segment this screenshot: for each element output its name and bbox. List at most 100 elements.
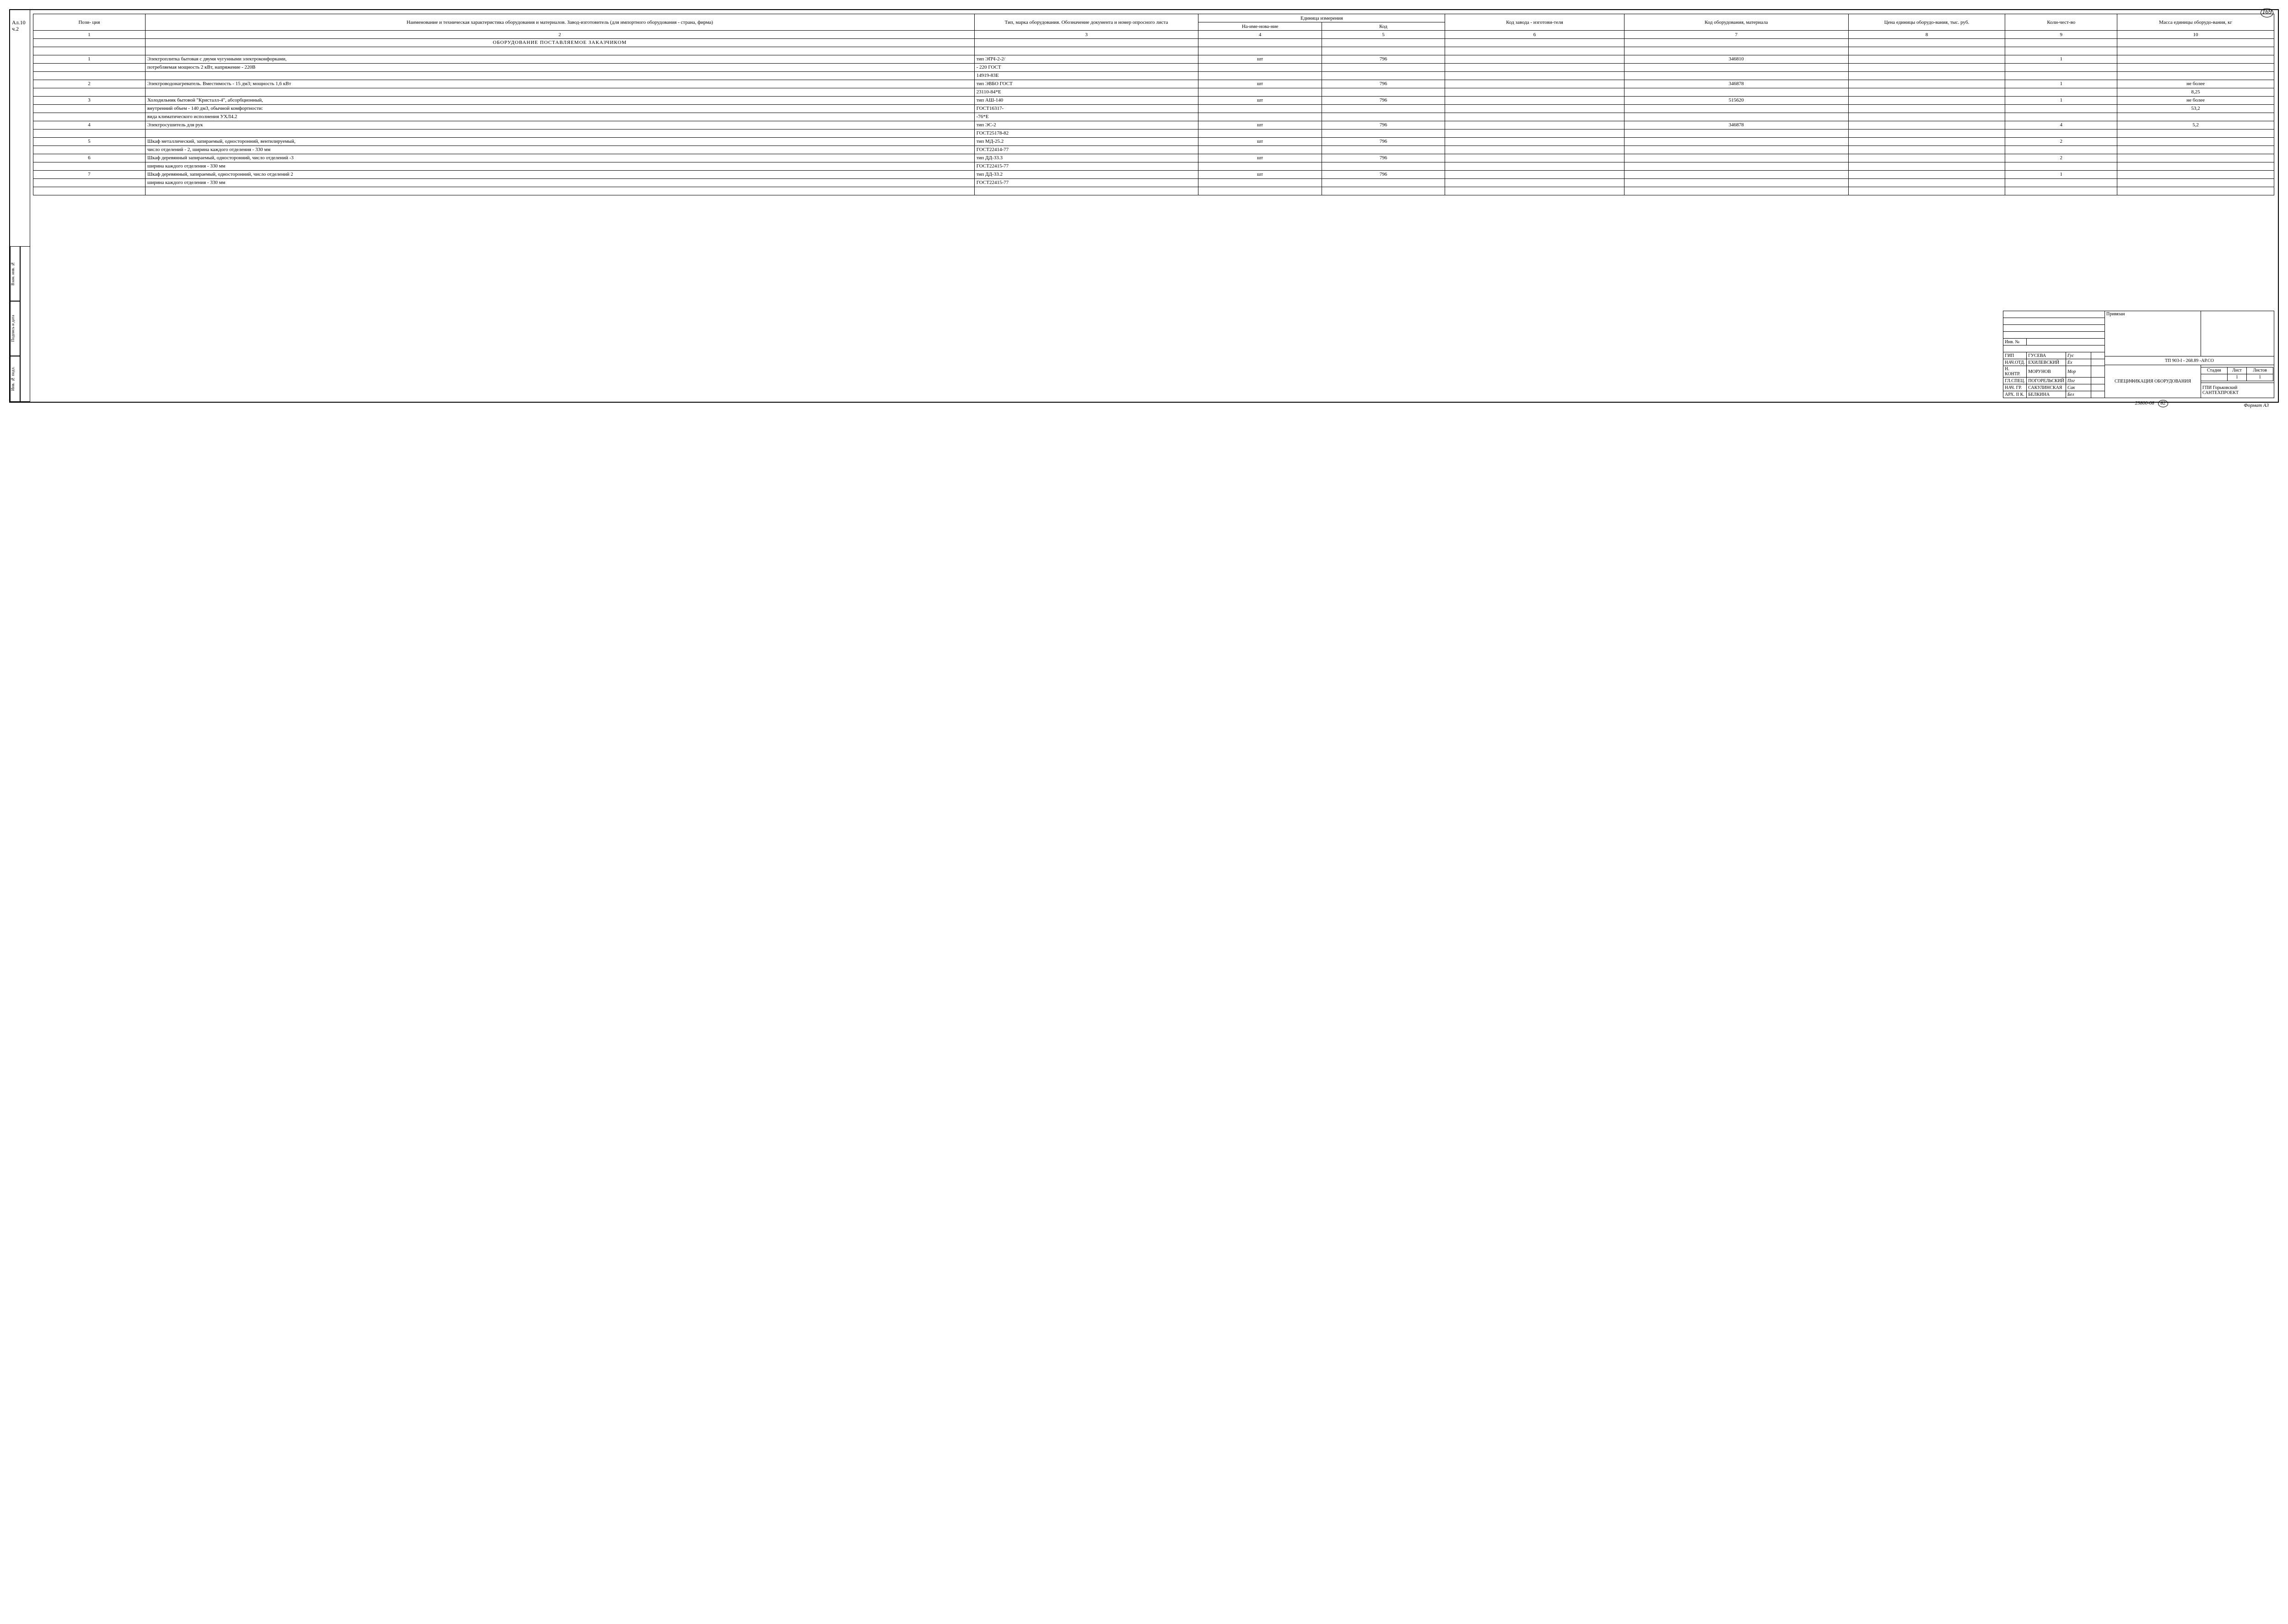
cell-c4: [1198, 146, 1322, 154]
role-sign: Гус: [2066, 352, 2091, 359]
cell-c1: 1: [33, 55, 146, 64]
table-row: 14919-83Е: [33, 72, 2274, 80]
role-row: НАЧ.ОТД.ЕХИЛЕВСКИЙЕх: [2003, 359, 2105, 366]
role-sign: Пог: [2066, 378, 2091, 384]
cell-c1: [33, 105, 146, 113]
cell-c2: число отделений - 2, ширина каждого отде…: [145, 146, 974, 154]
cell-c6: [1445, 171, 1624, 179]
side-inv: Инв. № подл.: [10, 356, 20, 402]
cell-c2: Электроводонагреватель. Вместимость - 15…: [145, 80, 974, 88]
cell-c9: [2005, 72, 2117, 80]
table-row: ширина каждого отделения - 330 ммГОСТ224…: [33, 162, 2274, 171]
title-block: Инв. № ГИПГУСЕВАГусНАЧ.ОТД.ЕХИЛЕВСКИЙЕхН…: [2003, 311, 2274, 398]
cell-c1: 2: [33, 80, 146, 88]
cell-c7: [1624, 64, 1848, 72]
cell-c4: шт: [1198, 55, 1322, 64]
role-row: ГЛ.СПЕЦ.ПОГОРЕЛЬСКИЙПог: [2003, 378, 2105, 384]
cell-c6: [1445, 138, 1624, 146]
side-vzam: Взам. инв. №: [10, 246, 20, 301]
cell-c8: [1848, 162, 2005, 171]
role-name: МОРУНОВ: [2027, 366, 2066, 378]
role-name: БЕЛКИНА: [2027, 391, 2066, 398]
cell-c5: 796: [1322, 171, 1445, 179]
cell-c3: ГОСТ22415-77: [974, 162, 1198, 171]
cell-c2: ширина каждого отделения - 330 мм: [145, 179, 974, 187]
hn4: 4: [1198, 31, 1322, 39]
blank-row: [33, 47, 2274, 55]
cell-c3: тип АШ-140: [974, 97, 1198, 105]
cell-c7: [1624, 162, 1848, 171]
table-row: вида климатического исполнения УХЛ4.2-76…: [33, 113, 2274, 121]
cell-c3: тип ЭВБО ГОСТ: [974, 80, 1198, 88]
cell-c4: шт: [1198, 80, 1322, 88]
cell-c1: [33, 162, 146, 171]
hn2: 2: [145, 31, 974, 39]
cell-c6: [1445, 146, 1624, 154]
sheet-frame: 169 Ал.10 ч.2 Взам. инв. № Подпись и дат…: [9, 9, 2279, 403]
cell-c5: [1322, 113, 1445, 121]
cell-c8: [1848, 187, 2005, 195]
cell-c8: [1848, 55, 2005, 64]
footer-num-text: 23800-08: [2135, 400, 2154, 406]
cell-c8: [1848, 138, 2005, 146]
cell-c9: 1: [2005, 97, 2117, 105]
cell-c6: [1445, 121, 1624, 129]
cell-c10: не более: [2117, 97, 2274, 105]
hn7: 7: [1624, 31, 1848, 39]
table-row: 3Холодильник бытовой "Кристалл-4", абсор…: [33, 97, 2274, 105]
role-row: НАЧ. ГР.САКУЛИНСКАЯСак: [2003, 384, 2105, 391]
table-row: 4Электросушитель для руктип ЭС-2шт796346…: [33, 121, 2274, 129]
cell-c8: [1848, 80, 2005, 88]
cell-c1: 7: [33, 171, 146, 179]
role-name: САКУЛИНСКАЯ: [2027, 384, 2066, 391]
cell-c5: 796: [1322, 80, 1445, 88]
cell-c2: внутренний объем - 140 дм3, обычной комф…: [145, 105, 974, 113]
cell-c9: 2: [2005, 138, 2117, 146]
cell-c2: [145, 129, 974, 138]
cell-c7: [1624, 129, 1848, 138]
cell-c3: ГОСТ22415-77: [974, 179, 1198, 187]
table-row: внутренний объем - 140 дм3, обычной комф…: [33, 105, 2274, 113]
org: ГПИ Горьковский САНТЕХПРОЕКТ: [2201, 383, 2274, 398]
cell-c3: ГОСТ25178-82: [974, 129, 1198, 138]
cell-c2: [145, 72, 974, 80]
cell-c4: шт: [1198, 97, 1322, 105]
cell-c4: шт: [1198, 121, 1322, 129]
table-row: 7Шкаф деревянный, запираемый, односторон…: [33, 171, 2274, 179]
cell-c5: 796: [1322, 121, 1445, 129]
cell-c4: [1198, 113, 1322, 121]
cell-c6: [1445, 72, 1624, 80]
cell-c7: [1624, 113, 1848, 121]
cell-c5: 796: [1322, 154, 1445, 162]
project-code: ТП 903-I - 268.89 -АР.СО: [2105, 356, 2274, 365]
cell-c5: [1322, 162, 1445, 171]
cell-c1: 6: [33, 154, 146, 162]
cell-c4: шт: [1198, 138, 1322, 146]
cell-c10: [2117, 154, 2274, 162]
cell-c8: [1848, 129, 2005, 138]
cell-c1: 5: [33, 138, 146, 146]
role-date: [2091, 366, 2105, 378]
cell-c5: [1322, 64, 1445, 72]
cell-c6: [1445, 80, 1624, 88]
role-label: ГЛ.СПЕЦ.: [2003, 378, 2027, 384]
cell-c3: ГОСТ22414-77: [974, 146, 1198, 154]
cell-c7: [1624, 154, 1848, 162]
role-label: НАЧ. ГР.: [2003, 384, 2027, 391]
cell-c6: [1445, 88, 1624, 97]
tb-left: Инв. № ГИПГУСЕВАГусНАЧ.ОТД.ЕХИЛЕВСКИЙЕхН…: [2003, 311, 2105, 398]
cell-c6: [1445, 64, 1624, 72]
cell-c6: [1445, 97, 1624, 105]
cell-c9: 1: [2005, 55, 2117, 64]
role-label: АРХ. II К.: [2003, 391, 2027, 398]
table-row: 2Электроводонагреватель. Вместимость - 1…: [33, 80, 2274, 88]
cell-c10: [2117, 179, 2274, 187]
cell-c1: [33, 129, 146, 138]
tb-right: Привязан ТП 903-I - 268.89 -АР.СО СПЕЦИФ…: [2105, 311, 2274, 398]
cell-c1: 4: [33, 121, 146, 129]
h-col8: Цена единицы оборудо-вания, тыс. руб.: [1848, 14, 2005, 31]
table-row: ширина каждого отделения - 330 ммГОСТ224…: [33, 179, 2274, 187]
cell-c8: [1848, 179, 2005, 187]
sheet-v: 1: [2227, 374, 2247, 381]
cell-c7: [1624, 72, 1848, 80]
